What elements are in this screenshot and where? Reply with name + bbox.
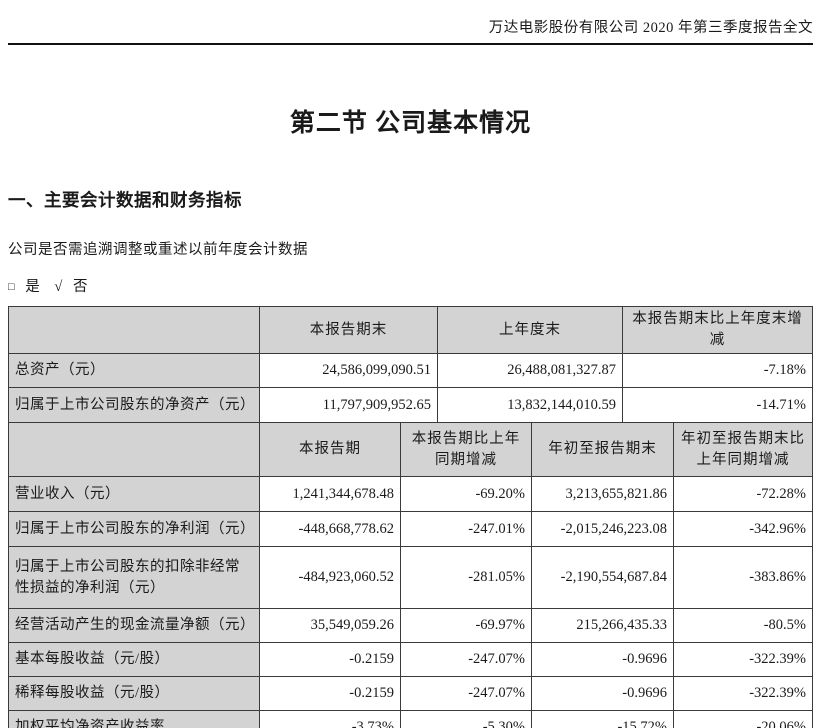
table-row: 经营活动产生的现金流量净额（元） 35,549,059.26 -69.97% 2… (8, 608, 813, 644)
cell-value: -281.05% (400, 546, 532, 610)
row-label: 归属于上市公司股东的扣除非经常性损益的净利润（元） (8, 546, 260, 610)
financial-table-period-end: 本报告期末 上年度末 本报告期末比上年度末增减 总资产（元） 24,586,09… (8, 305, 813, 424)
cell-value: -80.5% (673, 608, 813, 644)
cell-value: -69.20% (400, 476, 532, 513)
row-label: 加权平均净资产收益率 (8, 710, 260, 728)
col-header (8, 305, 260, 355)
cell-value: -0.9696 (531, 676, 674, 712)
table-row: 营业收入（元） 1,241,344,678.48 -69.20% 3,213,6… (8, 476, 813, 513)
cell-value: 3,213,655,821.86 (531, 476, 674, 513)
cell-value: 26,488,081,327.87 (437, 353, 623, 389)
table-row: 归属于上市公司股东的净资产（元） 11,797,909,952.65 13,83… (8, 387, 813, 424)
row-label: 经营活动产生的现金流量净额（元） (8, 608, 260, 644)
cell-value: -322.39% (673, 642, 813, 678)
cell-value: -247.07% (400, 642, 532, 678)
cell-value: -342.96% (673, 511, 813, 548)
check-mark-icon: √ (54, 279, 63, 295)
col-header: 本报告期末比上年度末增减 (622, 305, 813, 355)
header-divider (8, 43, 813, 45)
table-row: 基本每股收益（元/股） -0.2159 -247.07% -0.9696 -32… (8, 642, 813, 678)
cell-value: -0.2159 (259, 676, 401, 712)
checkbox-unchecked-icon: □ (8, 281, 16, 293)
choice-line: □ 是 √ 否 (8, 275, 813, 296)
cell-value: -69.97% (400, 608, 532, 644)
table-row: 归属于上市公司股东的净利润（元） -448,668,778.62 -247.01… (8, 511, 813, 548)
cell-value: 35,549,059.26 (259, 608, 401, 644)
page-title: 第二节 公司基本情况 (289, 110, 532, 137)
col-header: 年初至报告期末比上年同期增减 (673, 422, 813, 478)
cell-value: -448,668,778.62 (259, 511, 401, 548)
cell-value: -7.18% (622, 353, 813, 389)
cell-value: -15.72% (531, 710, 674, 728)
cell-value: -2,190,554,687.84 (531, 546, 674, 610)
col-header: 本报告期比上年同期增减 (400, 422, 532, 478)
table-header-row: 本报告期末 上年度末 本报告期末比上年度末增减 (8, 305, 813, 355)
cell-value: -5.30% (400, 710, 532, 728)
document-page: 万达电影股份有限公司 2020 年第三季度报告全文 第二节 公司基本情况 一、主… (8, 0, 813, 728)
section-heading: 一、主要会计数据和财务指标 (8, 190, 242, 210)
col-header: 本报告期 (259, 422, 401, 478)
cell-value: 24,586,099,090.51 (259, 353, 438, 389)
cell-value: -322.39% (673, 676, 813, 712)
table-row: 稀释每股收益（元/股） -0.2159 -247.07% -0.9696 -32… (8, 676, 813, 712)
table-header-row: 本报告期 本报告期比上年同期增减 年初至报告期末 年初至报告期末比上年同期增减 (8, 422, 813, 478)
cell-value: -20.06% (673, 710, 813, 728)
cell-value: 13,832,144,010.59 (437, 387, 623, 424)
report-header: 万达电影股份有限公司 2020 年第三季度报告全文 (488, 20, 813, 36)
cell-value: -72.28% (673, 476, 813, 513)
cell-value: -484,923,060.52 (259, 546, 401, 610)
choice-yes-label: 是 (25, 279, 41, 295)
financial-table-period: 本报告期 本报告期比上年同期增减 年初至报告期末 年初至报告期末比上年同期增减 … (8, 422, 813, 728)
cell-value: -3.73% (259, 710, 401, 728)
cell-value: -2,015,246,223.08 (531, 511, 674, 548)
cell-value: -247.07% (400, 676, 532, 712)
col-header: 年初至报告期末 (531, 422, 674, 478)
table-row: 归属于上市公司股东的扣除非经常性损益的净利润（元） -484,923,060.5… (8, 546, 813, 610)
cell-value: -0.2159 (259, 642, 401, 678)
cell-value: 215,266,435.33 (531, 608, 674, 644)
note-text: 公司是否需追溯调整或重述以前年度会计数据 (8, 242, 308, 258)
cell-value: -247.01% (400, 511, 532, 548)
table-row: 加权平均净资产收益率 -3.73% -5.30% -15.72% -20.06% (8, 710, 813, 728)
col-header: 上年度末 (437, 305, 623, 355)
row-label: 基本每股收益（元/股） (8, 642, 260, 678)
row-label: 归属于上市公司股东的净资产（元） (8, 387, 260, 424)
cell-value: -0.9696 (531, 642, 674, 678)
cell-value: -14.71% (622, 387, 813, 424)
col-header (8, 422, 260, 478)
cell-value: 1,241,344,678.48 (259, 476, 401, 513)
row-label: 稀释每股收益（元/股） (8, 676, 260, 712)
table-row: 总资产（元） 24,586,099,090.51 26,488,081,327.… (8, 353, 813, 389)
row-label: 归属于上市公司股东的净利润（元） (8, 511, 260, 548)
cell-value: 11,797,909,952.65 (259, 387, 438, 424)
choice-no-label: 否 (73, 279, 88, 295)
row-label: 总资产（元） (8, 353, 260, 389)
col-header: 本报告期末 (259, 305, 438, 355)
cell-value: -383.86% (673, 546, 813, 610)
row-label: 营业收入（元） (8, 476, 260, 513)
